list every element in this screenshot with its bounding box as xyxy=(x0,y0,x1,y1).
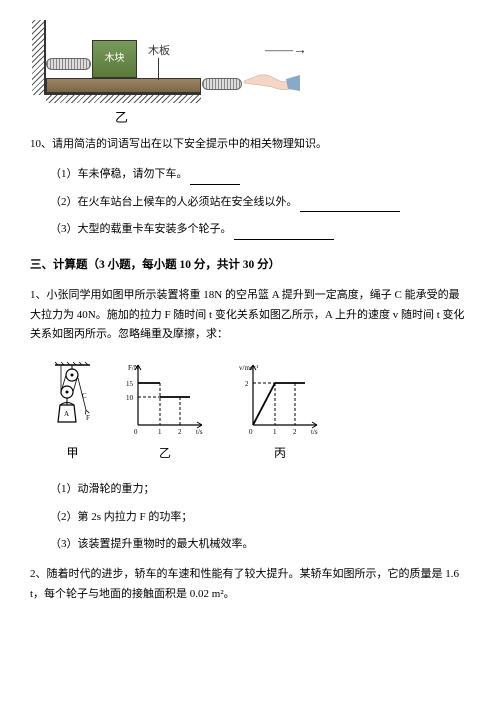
q1-sub1: （1）动滑轮的重力； xyxy=(50,480,470,500)
chart1-xlabel: t/s xyxy=(196,428,203,436)
q10-sub2: （2）在火车站台上候车的人必须站在安全线以外。 xyxy=(50,193,470,213)
blank-1 xyxy=(190,171,240,185)
wooden-board xyxy=(46,78,201,93)
q10-sub2-text: （2）在火车站台上候车的人必须站在安全线以外。 xyxy=(50,196,298,208)
chart2-xlabel: t/s xyxy=(311,428,318,436)
svg-text:A: A xyxy=(64,410,69,418)
velocity-time-chart: v/ms⁻¹ t/s 2 0 1 2 xyxy=(235,360,325,440)
pulley-diagram: A C F xyxy=(50,360,95,440)
direction-arrow: ——→ xyxy=(265,38,307,63)
figures-row: A C F 甲 F/N t/s 15 10 0 1 2 乙 xyxy=(50,360,470,465)
figure-bing-chart: v/ms⁻¹ t/s 2 0 1 2 丙 xyxy=(235,360,325,465)
section-3-title: 三、计算题（3 小题，每小题 10 分，共计 30 分） xyxy=(30,255,470,276)
ground-hatching xyxy=(46,95,201,103)
svg-text:15: 15 xyxy=(126,380,134,388)
bing-label: 丙 xyxy=(235,443,325,465)
q2-text: 2、随着时代的进步，轿车的车速和性能有了较大提升。某轿车如图所示，它的质量是 1… xyxy=(30,565,470,605)
svg-text:1: 1 xyxy=(273,428,277,436)
board-label-line xyxy=(158,58,159,80)
q1-text: 1、小张同学用如图甲所示装置将重 18N 的空吊篮 A 提升到一定高度，绳子 C… xyxy=(30,286,470,345)
figure-yi-label: 乙 xyxy=(115,106,128,129)
svg-text:2: 2 xyxy=(293,428,297,436)
svg-text:C: C xyxy=(82,392,87,400)
wall-hatching xyxy=(32,20,44,95)
q10-sub3: （3）大型的载重卡车安装多个轮子。 xyxy=(50,220,470,240)
q10-sub3-text: （3）大型的载重卡车安装多个轮子。 xyxy=(50,223,232,235)
chart2-ylabel: v/ms⁻¹ xyxy=(239,364,258,372)
board-label: 木板 xyxy=(148,42,170,62)
force-time-chart: F/N t/s 15 10 0 1 2 xyxy=(120,360,210,440)
svg-text:0: 0 xyxy=(249,428,253,436)
svg-text:10: 10 xyxy=(126,394,134,402)
svg-text:1: 1 xyxy=(158,428,162,436)
q1-sub3: （3）该装置提升重物时的最大机械效率。 xyxy=(50,535,470,555)
figure-jia: A C F 甲 xyxy=(50,360,95,465)
q10-sub1: （1）车未停稳，请勿下车。 xyxy=(50,165,470,185)
q10-sub1-text: （1）车未停稳，请勿下车。 xyxy=(50,168,188,180)
chart1-ylabel: F/N xyxy=(128,364,139,372)
spring-gauge-right xyxy=(202,78,242,90)
svg-text:2: 2 xyxy=(245,380,249,388)
wooden-block: 木块 xyxy=(92,40,137,78)
figure-yi-diagram: 木块 木板 ——→ 乙 xyxy=(30,20,310,120)
svg-text:F: F xyxy=(86,414,90,422)
figure-yi-chart: F/N t/s 15 10 0 1 2 乙 xyxy=(120,360,210,465)
chart-yi-label: 乙 xyxy=(120,443,210,465)
svg-text:0: 0 xyxy=(134,428,138,436)
wall xyxy=(30,20,45,95)
q1-sub2: （2）第 2s 内拉力 F 的功率； xyxy=(50,508,470,528)
svg-text:2: 2 xyxy=(178,428,182,436)
blank-2 xyxy=(300,198,400,212)
q10-intro: 10、请用简洁的词语写出在以下安全提示中的相关物理知识。 xyxy=(30,135,470,155)
hand-icon xyxy=(242,65,300,97)
spring-gauge-left xyxy=(46,58,91,70)
jia-label: 甲 xyxy=(50,443,95,465)
blank-3 xyxy=(234,226,334,240)
block-label: 木块 xyxy=(105,50,125,68)
